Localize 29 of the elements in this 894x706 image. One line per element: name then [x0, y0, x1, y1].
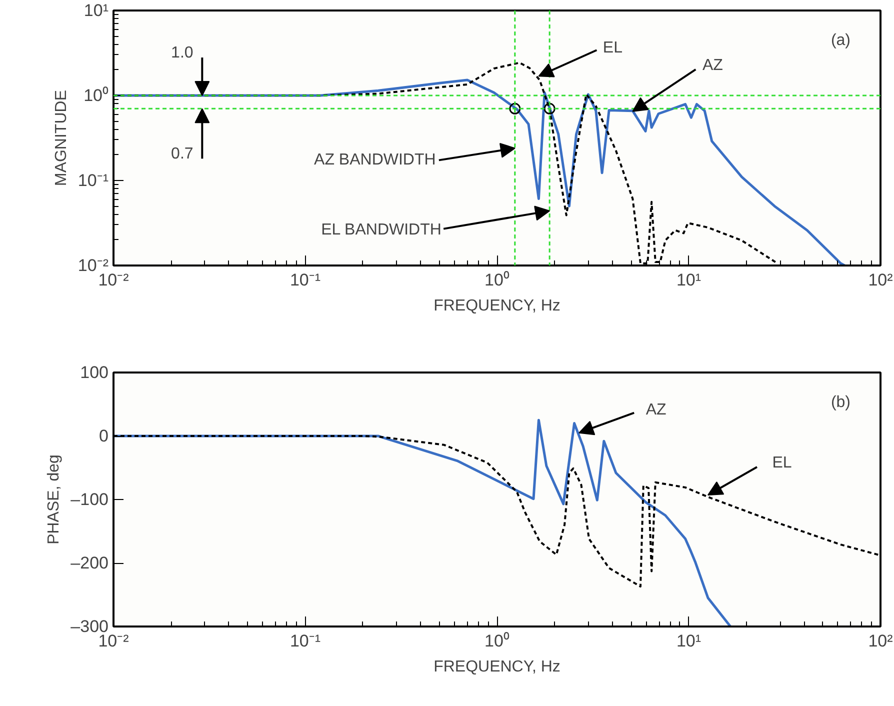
x-axis-title: FREQUENCY, Hz: [434, 298, 560, 314]
annotation: EL BANDWIDTH: [321, 221, 442, 238]
x-tick-label: 10⁰: [484, 270, 510, 290]
y-tick-label: –100: [70, 490, 109, 509]
annotation: AZ: [702, 56, 724, 74]
annotation: AZ: [646, 401, 667, 418]
annotation: (a): [830, 32, 851, 49]
annotation: 1.0: [171, 44, 194, 62]
y-tick-label: 10⁰: [84, 86, 109, 105]
y-tick-label: –200: [70, 554, 109, 572]
y-tick-label: 0: [99, 426, 109, 446]
y-axis-title: MAGNITUDE: [52, 90, 70, 186]
annotation: AZ BANDWIDTH: [314, 152, 436, 169]
y-tick-label: 100: [80, 363, 109, 382]
y-tick-label: 10⁻¹: [78, 171, 109, 190]
annotation: EL: [602, 40, 623, 57]
x-tick-label: 10⁻¹: [290, 632, 321, 650]
annotation: 0.7: [171, 146, 194, 163]
x-axis-title: FREQUENCY, Hz: [434, 658, 560, 676]
x-tick-label: 10²: [868, 632, 894, 650]
y-axis-title: PHASE, deg: [46, 454, 63, 544]
x-tick-label: 10⁻¹: [290, 270, 321, 290]
x-tick-label: 10⁰: [484, 632, 510, 650]
x-tick-label: 10¹: [676, 632, 702, 650]
annotation: (b): [830, 394, 851, 411]
x-tick-label: 10¹: [676, 270, 702, 290]
y-tick-label: 10¹: [84, 1, 109, 20]
annotation: EL: [772, 454, 792, 472]
x-tick-label: 10²: [868, 270, 894, 290]
